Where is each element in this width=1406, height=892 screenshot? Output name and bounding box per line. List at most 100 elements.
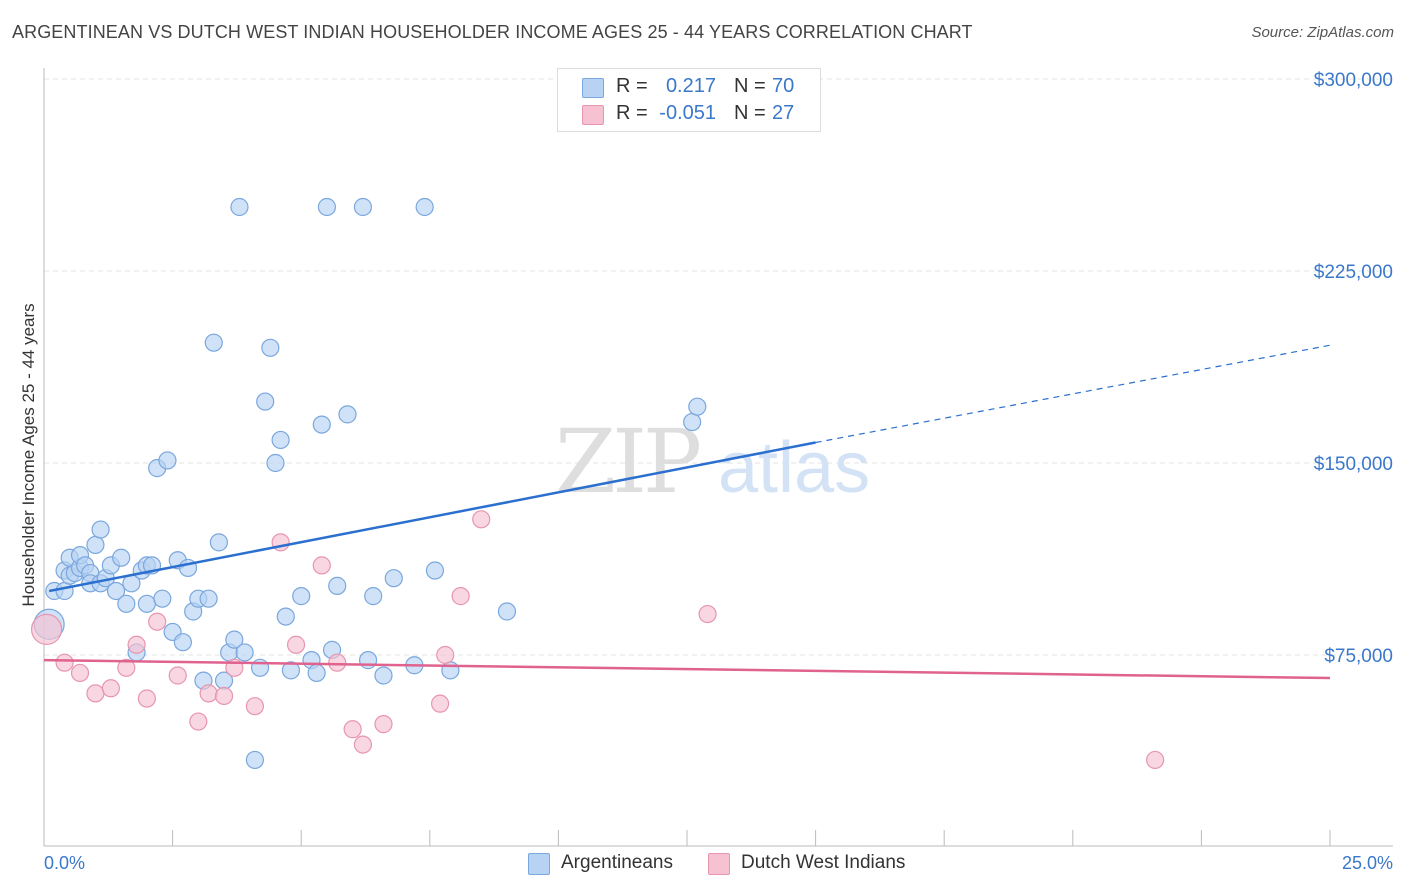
stats-legend: R = 0.217 N = 70 R = -0.051 N = 27: [557, 68, 821, 132]
r-label: R =: [616, 102, 648, 124]
point-dutch-west-indians: [328, 653, 347, 672]
point-dutch-west-indians: [214, 686, 234, 706]
gridlines: [44, 78, 1393, 656]
r-value: -0.051: [659, 102, 716, 124]
point-argentineans: [374, 666, 393, 685]
point-argentineans: [312, 415, 331, 434]
n-label: N =: [734, 102, 766, 124]
point-argentineans: [158, 451, 177, 470]
point-argentineans: [425, 561, 445, 580]
point-argentineans: [209, 533, 228, 552]
legend-swatch-blue: [528, 853, 550, 875]
stats-row-argentineans: R = 0.217 N = 70: [558, 74, 820, 100]
point-argentineans: [225, 630, 244, 649]
point-dutch-west-indians: [698, 604, 717, 624]
point-dutch-west-indians: [101, 679, 120, 698]
trendline-argentineans: [48, 441, 816, 593]
point-dutch-west-indians: [168, 666, 187, 685]
point-argentineans: [199, 589, 218, 608]
point-dutch-west-indians: [137, 689, 156, 708]
point-argentineans: [328, 576, 347, 595]
source-credit: Source: ZipAtlas.com: [1251, 24, 1394, 41]
point-argentineans: [153, 589, 172, 608]
point-dutch-west-indians: [86, 684, 105, 703]
watermark-zip: ZIP: [555, 410, 700, 513]
point-argentineans: [307, 663, 326, 683]
point-argentineans: [338, 405, 357, 424]
point-dutch-west-indians: [374, 715, 393, 734]
y-tick-labels: $75,000 $150,000 $225,000 $300,000: [1314, 70, 1393, 667]
watermark-atlas: atlas: [718, 428, 870, 508]
point-dutch-west-indians: [343, 720, 362, 739]
trendlines: [43, 344, 1331, 680]
point-argentineans: [317, 197, 337, 217]
point-argentineans: [173, 633, 192, 652]
legend-label: Argentineans: [561, 852, 673, 873]
point-argentineans: [688, 397, 707, 416]
point-argentineans: [235, 643, 254, 662]
y-tick-label: $75,000: [1324, 646, 1393, 667]
point-dutch-west-indians: [1146, 750, 1165, 770]
n-label: N =: [734, 75, 766, 97]
point-dutch-west-indians: [451, 587, 470, 606]
point-argentineans: [276, 607, 295, 626]
legend-swatch-blue: [582, 78, 604, 98]
x-tick-label-max: 25.0%: [1342, 853, 1393, 873]
point-argentineans: [497, 602, 517, 621]
r-value: 0.217: [665, 75, 716, 97]
point-dutch-west-indians: [312, 556, 331, 575]
point-argentineans: [86, 535, 105, 555]
point-dutch-west-indians: [189, 712, 208, 731]
point-dutch-west-indians: [430, 694, 450, 713]
point-dutch-west-indians: [70, 663, 90, 683]
point-argentineans: [256, 392, 275, 411]
legend-swatch-pink: [708, 853, 730, 875]
y-tick-label: $150,000: [1314, 454, 1393, 475]
y-tick-label: $300,000: [1314, 70, 1393, 91]
point-argentineans: [384, 569, 403, 588]
point-argentineans: [245, 750, 265, 770]
y-tick-label: $225,000: [1314, 262, 1393, 283]
axes: [43, 68, 1393, 847]
point-argentineans: [292, 587, 311, 606]
point-argentineans: [441, 661, 460, 680]
trendline-dutch-west-indians: [43, 658, 1331, 680]
point-argentineans: [204, 333, 223, 352]
watermark: ZIP atlas: [555, 410, 870, 513]
point-dutch-west-indians: [55, 653, 74, 672]
point-argentineans: [112, 548, 131, 567]
point-dutch-west-indians: [30, 613, 63, 646]
point-dutch-west-indians: [148, 612, 167, 631]
point-argentineans: [55, 581, 74, 601]
point-argentineans: [266, 453, 285, 473]
stats-row-dutch-west-indians: R = -0.051 N = 27: [558, 101, 820, 127]
point-dutch-west-indians: [286, 635, 306, 654]
point-dutch-west-indians: [436, 645, 455, 665]
legend-label: Dutch West Indians: [741, 852, 906, 873]
point-argentineans: [353, 197, 373, 217]
r-label: R =: [616, 75, 648, 97]
point-argentineans: [117, 594, 136, 613]
point-dutch-west-indians: [472, 510, 491, 529]
point-argentineans: [137, 594, 156, 613]
n-value: 70: [772, 75, 795, 97]
point-dutch-west-indians: [199, 684, 218, 703]
point-argentineans: [683, 412, 702, 432]
point-dutch-west-indians: [117, 658, 136, 677]
chart-title: ARGENTINEAN VS DUTCH WEST INDIAN HOUSEHO…: [12, 22, 973, 42]
point-dutch-west-indians: [127, 635, 146, 654]
point-argentineans: [364, 587, 383, 606]
point-dutch-west-indians: [245, 697, 265, 716]
x-tick-label-min: 0.0%: [44, 853, 85, 873]
y-axis-label: Householder Income Ages 25 - 44 years: [19, 303, 38, 606]
point-argentineans: [415, 197, 434, 217]
point-dutch-west-indians: [353, 735, 373, 754]
point-argentineans: [281, 661, 301, 680]
trendline-argentineans-extension: [815, 344, 1331, 444]
point-argentineans: [230, 197, 249, 217]
legend-swatch-pink: [582, 105, 604, 125]
point-argentineans: [91, 520, 110, 539]
point-argentineans: [358, 651, 378, 670]
point-argentineans: [106, 581, 126, 601]
